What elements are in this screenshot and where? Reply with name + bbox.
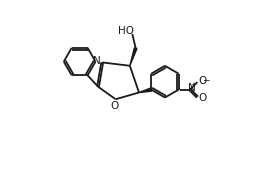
Text: O: O [198, 94, 206, 104]
Text: HO: HO [118, 26, 134, 36]
Polygon shape [130, 48, 137, 66]
Polygon shape [139, 88, 152, 92]
Text: −: − [202, 75, 210, 84]
Text: O: O [198, 76, 207, 86]
Text: O: O [111, 101, 119, 111]
Text: N: N [188, 83, 196, 93]
Text: +: + [191, 82, 196, 88]
Text: N: N [93, 56, 101, 66]
